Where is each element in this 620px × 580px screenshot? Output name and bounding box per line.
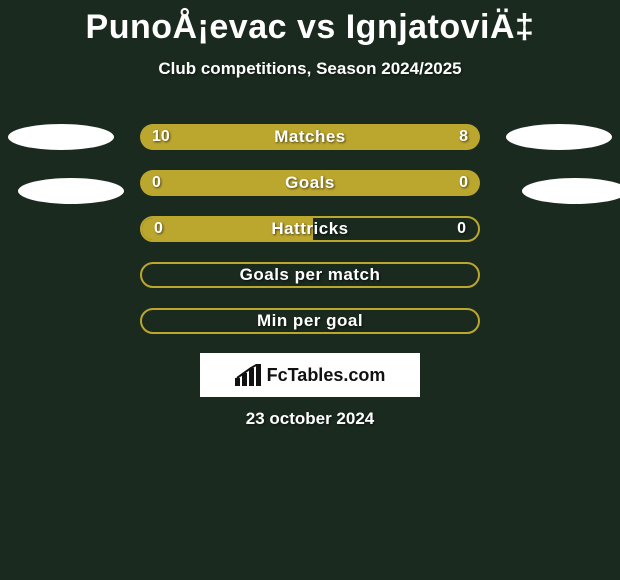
stat-value-right: 0 xyxy=(459,170,468,196)
stat-bar: Goals per match xyxy=(140,262,480,288)
stat-label: Hattricks xyxy=(142,218,478,240)
date-text: 23 october 2024 xyxy=(0,409,620,429)
logo-text: FcTables.com xyxy=(267,365,386,386)
stat-bar: Matches10 8 xyxy=(140,124,480,150)
stat-label: Min per goal xyxy=(142,310,478,332)
stat-bar: Min per goal xyxy=(140,308,480,334)
stat-value-left: 0 xyxy=(154,218,163,240)
stats-bars: Matches108Goals00Hattricks00Goals per ma… xyxy=(140,124,480,354)
stat-value-left: 0 xyxy=(152,170,161,196)
stat-value-left: 10 xyxy=(152,124,170,150)
player-left-shadow-1 xyxy=(8,124,114,150)
player-right-shadow-2 xyxy=(522,178,620,204)
stat-bar: Hattricks0 0 xyxy=(140,216,480,242)
page-subtitle: Club competitions, Season 2024/2025 xyxy=(0,59,620,79)
logo-bars-icon xyxy=(235,364,261,386)
stat-value-right: 8 xyxy=(459,124,468,150)
stat-value-right: 0 xyxy=(457,218,466,240)
stat-label: Matches xyxy=(140,124,480,150)
stat-bar: Goals0 0 xyxy=(140,170,480,196)
stat-label: Goals xyxy=(140,170,480,196)
player-right-shadow-1 xyxy=(506,124,612,150)
player-left-shadow-2 xyxy=(18,178,124,204)
stat-label: Goals per match xyxy=(142,264,478,286)
comparison-widget: PunoÅ¡evac vs IgnjatoviÄ‡ Club competiti… xyxy=(0,0,620,580)
page-title: PunoÅ¡evac vs IgnjatoviÄ‡ xyxy=(0,0,620,47)
logo-box[interactable]: FcTables.com xyxy=(200,353,420,397)
